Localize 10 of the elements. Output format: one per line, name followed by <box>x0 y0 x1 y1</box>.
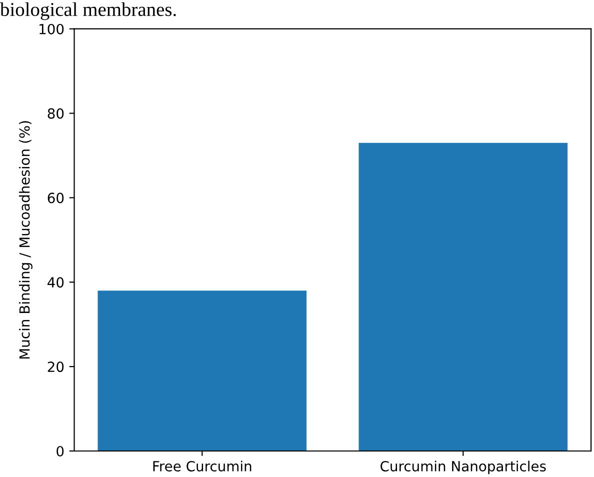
y-tick-label: 20 <box>48 362 64 372</box>
y-tick-label: 100 <box>40 24 64 34</box>
y-tick-label: 60 <box>48 192 64 204</box>
y-axis-title: Mucin Binding / Mucoadhesion (%) <box>19 121 32 359</box>
y-tick-label: 0 <box>56 446 64 456</box>
x-tick-label: Free Curcumin <box>153 460 252 472</box>
x-tick-label: Curcumin Nanoparticles <box>380 460 546 474</box>
y-tick-label: 80 <box>48 108 64 119</box>
y-tick-label: 40 <box>48 277 64 288</box>
text: biological membranes. <box>0 2 176 20</box>
